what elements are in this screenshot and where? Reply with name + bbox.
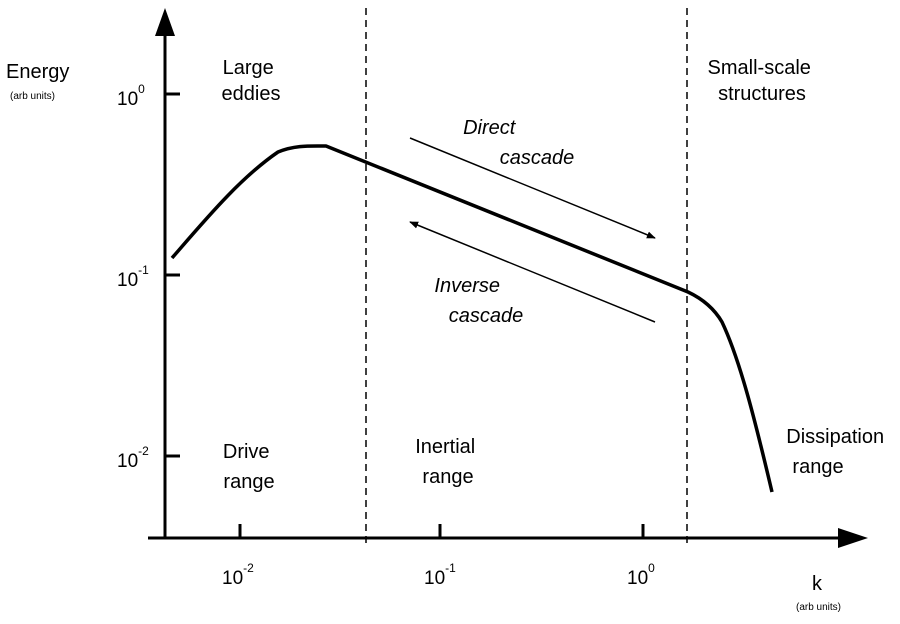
inverse-cascade-label: Inverse cascade [434, 275, 523, 327]
y-axis-units: (arb units) [10, 91, 55, 102]
x-tick-label-1: 10-1 [424, 561, 456, 589]
dissipation-range-label: Dissipation range [786, 426, 889, 478]
y-axis-arrowhead [155, 8, 175, 36]
y-tick-label-2: 10-2 [117, 444, 149, 472]
direct-cascade-arrow [409, 137, 656, 239]
x-axis-arrowhead [838, 528, 868, 548]
large-eddies-line-1: Large [223, 57, 274, 79]
inverse-cascade-line-1: Inverse [434, 275, 500, 297]
inertial-range-label: Inertial range [415, 436, 481, 488]
small-scale-label: Small-scale structures [708, 57, 817, 105]
y-tick-label-1: 10-1 [117, 263, 149, 291]
x-tick-label-0: 10-2 [222, 561, 254, 589]
x-axis-units: (arb units) [796, 602, 841, 613]
drive-range-label: Drive range [223, 441, 275, 493]
direct-cascade-line-2: cascade [500, 147, 575, 169]
direct-cascade-line-1: Direct [463, 117, 517, 139]
large-eddies-line-2: eddies [222, 83, 281, 105]
inverse-cascade-line-2: cascade [449, 305, 524, 327]
y-tick-label-0: 100 [117, 82, 145, 110]
y-axis-label: Energy [6, 61, 69, 83]
large-eddies-label: Large eddies [222, 57, 281, 105]
inertial-range-line-1: Inertial [415, 436, 475, 458]
drive-range-line-1: Drive [223, 441, 270, 463]
dissipation-range-line-1: Dissipation [786, 426, 884, 448]
inverse-cascade-arrow [409, 221, 656, 323]
energy-spectrum-curve [170, 144, 774, 493]
drive-range-line-2: range [223, 471, 274, 493]
x-tick-label-2: 100 [627, 561, 655, 589]
inertial-range-line-2: range [422, 466, 473, 488]
dissipation-range-line-2: range [792, 456, 843, 478]
direct-cascade-label: Direct cascade [463, 117, 574, 169]
small-scale-line-2: structures [718, 83, 806, 105]
small-scale-line-1: Small-scale [708, 57, 811, 79]
x-axis-label: k [812, 573, 823, 595]
